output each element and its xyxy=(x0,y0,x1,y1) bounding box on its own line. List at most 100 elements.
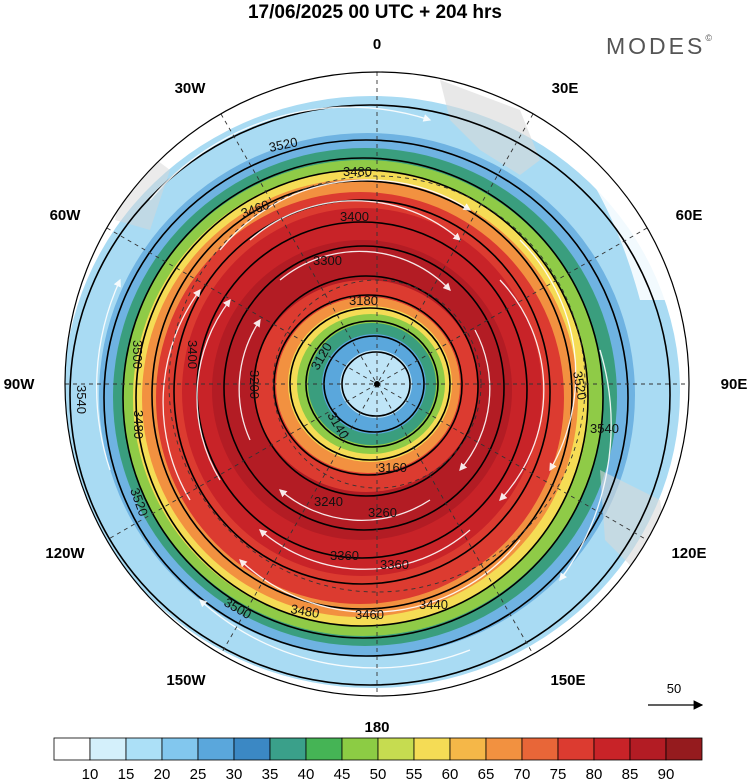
wind-streamlines xyxy=(96,106,612,669)
streamline xyxy=(519,239,577,472)
land-africa xyxy=(440,80,540,175)
colorbar-label: 20 xyxy=(154,766,171,782)
lon-label-90w: 90W xyxy=(4,376,36,393)
colorbar-label: 80 xyxy=(586,766,603,782)
colorbar-swatch xyxy=(269,737,307,761)
streamline xyxy=(238,318,261,441)
contour-label: 3300 xyxy=(313,253,342,268)
colorbar-label: 45 xyxy=(334,766,351,782)
contour-label: 3520 xyxy=(570,370,590,401)
colorbar-swatch xyxy=(557,737,595,761)
colorbar-swatch xyxy=(197,737,235,761)
streamline xyxy=(459,329,491,471)
contour-label-layer: 3520 3480 3460 3400 3300 3180 3120 3140 … xyxy=(74,134,619,622)
streamline xyxy=(499,279,545,501)
streamline xyxy=(279,489,431,521)
streamline xyxy=(559,349,612,582)
colorbar-swatch xyxy=(89,737,127,761)
contour-label: 3540 xyxy=(590,421,619,436)
contour-label: 3240 xyxy=(314,494,343,509)
colorbar-label: 65 xyxy=(478,766,495,782)
reference-vector-label: 50 xyxy=(667,681,681,696)
streamline xyxy=(279,250,451,291)
contour-label: 3540 xyxy=(74,385,89,414)
streamline xyxy=(96,278,121,471)
contour-label: 3440 xyxy=(419,597,448,612)
pole-marker xyxy=(374,381,380,387)
colorbar-label: 25 xyxy=(190,766,207,782)
streamline xyxy=(199,599,471,669)
streamline xyxy=(239,539,521,613)
colorbar-label: 35 xyxy=(262,766,279,782)
streamline xyxy=(219,179,472,251)
colorbar-swatch xyxy=(125,737,163,761)
streamline xyxy=(249,200,461,241)
brand-mark: © xyxy=(705,33,712,43)
contour-3500 xyxy=(122,157,604,639)
map-border xyxy=(64,71,690,697)
colorbar-swatch xyxy=(449,737,487,761)
streamline xyxy=(162,288,201,501)
colorbar-label: 40 xyxy=(298,766,315,782)
brand-logo: MODES© xyxy=(606,33,712,60)
colorbar-swatch xyxy=(53,737,91,761)
contour-3300 xyxy=(223,245,505,531)
contour-label: 3520 xyxy=(268,134,299,155)
contour-3480 xyxy=(135,169,589,627)
colorbar-label: 30 xyxy=(226,766,243,782)
colorbar-swatch xyxy=(341,737,379,761)
map-title: 17/06/2025 00 UTC + 204 hrs xyxy=(247,2,503,23)
height-contours xyxy=(69,104,671,686)
lon-label-60e: 60E xyxy=(676,207,703,224)
contour-label: 3260 xyxy=(368,505,397,520)
colorbar-label: 15 xyxy=(118,766,135,782)
contour-label: 3500 xyxy=(130,340,145,369)
contour-3520 xyxy=(103,139,629,657)
streamline xyxy=(149,106,432,201)
colorbar-label: 10 xyxy=(82,766,99,782)
lon-label-30e: 30E xyxy=(552,80,579,97)
colorbar-label: 75 xyxy=(550,766,567,782)
colorbar-swatch xyxy=(413,737,451,761)
colorbar-swatch xyxy=(233,737,271,761)
colorbar-swatch xyxy=(305,737,343,761)
contour-3200 xyxy=(273,294,463,476)
colorbar-swatch xyxy=(485,737,523,761)
lon-label-60w: 60W xyxy=(50,207,82,224)
brand-text: MODES xyxy=(606,33,706,59)
colorbar-label: 55 xyxy=(406,766,423,782)
contour-3400 xyxy=(173,199,551,585)
lon-label-180: 180 xyxy=(364,719,389,736)
contour-3460 xyxy=(151,180,573,610)
contour-label: 3160 xyxy=(378,460,407,475)
colorbar-label: 70 xyxy=(514,766,531,782)
colorbar-swatch xyxy=(521,737,559,761)
calm-band xyxy=(500,80,689,300)
contour-3240 xyxy=(253,275,479,497)
lon-label-150w: 150W xyxy=(166,672,206,689)
contour-3540 xyxy=(69,104,671,686)
contour-label: 3200 xyxy=(247,370,262,399)
colorbar-label: 90 xyxy=(658,766,675,782)
contour-label: 3180 xyxy=(349,293,378,308)
contour-label: 3460 xyxy=(355,607,384,622)
streamline xyxy=(259,529,471,570)
contour-label: 3480 xyxy=(343,164,372,179)
colorbar-label: 60 xyxy=(442,766,459,782)
colorbar-swatch xyxy=(593,737,631,761)
contour-label: 3400 xyxy=(185,340,200,369)
contour-label: 3360 xyxy=(330,548,359,563)
colorbar-swatch xyxy=(377,737,415,761)
streamline xyxy=(196,298,231,481)
contour-label: 3400 xyxy=(340,209,369,224)
contour-label: 3360 xyxy=(380,557,409,572)
lon-label-120w: 120W xyxy=(45,545,85,562)
colorbar-label: 85 xyxy=(622,766,639,782)
colorbar-swatch xyxy=(665,737,703,761)
lon-label-120e: 120E xyxy=(671,545,706,562)
lon-label-90e: 90E xyxy=(721,376,748,393)
colorbar: 10 15 20 25 30 35 40 45 50 55 60 65 70 75 80 85 90 xyxy=(53,737,703,782)
lon-label-150e: 150E xyxy=(550,672,585,689)
colorbar-label: 50 xyxy=(370,766,387,782)
contour-label: 3480 xyxy=(131,410,146,439)
